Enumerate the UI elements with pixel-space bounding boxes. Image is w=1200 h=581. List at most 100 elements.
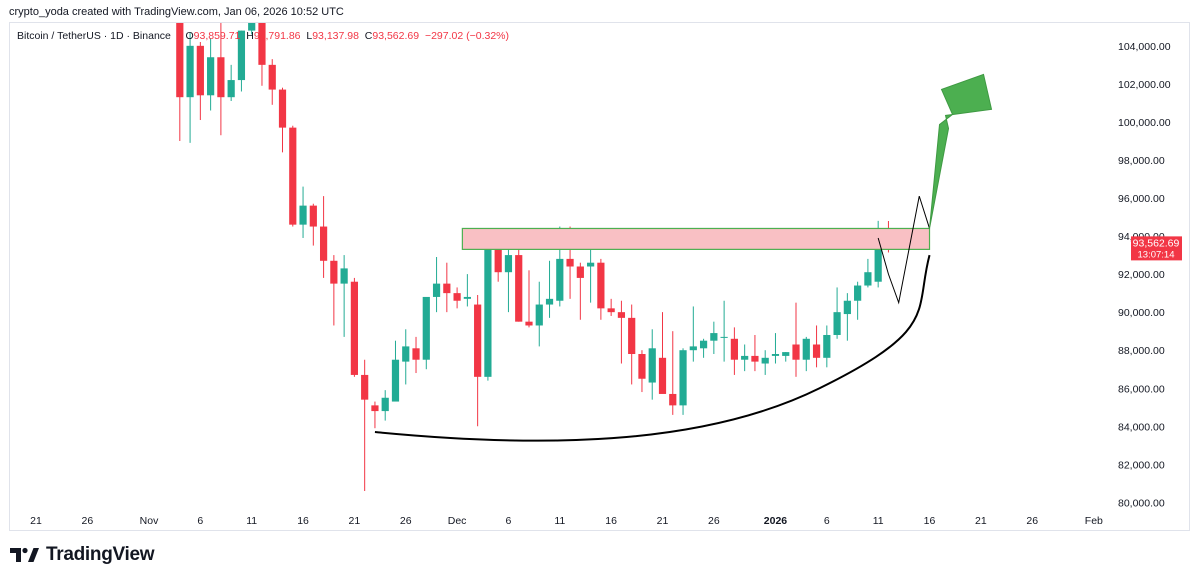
candle-body xyxy=(268,64,276,90)
candle-body xyxy=(854,285,862,301)
brand-name: TradingView xyxy=(46,544,155,565)
candle-body xyxy=(371,405,379,412)
x-tick-label: 26 xyxy=(82,515,94,527)
y-tick-label: 102,000.00 xyxy=(1118,79,1171,91)
x-tick-label: 21 xyxy=(975,515,987,527)
x-tick-label: 11 xyxy=(873,515,884,527)
legend-symbol: Bitcoin / TetherUS · 1D · Binance xyxy=(17,30,171,42)
candle-body xyxy=(699,340,708,349)
price-tag-countdown: 13:07:14 xyxy=(1138,249,1175,260)
x-tick-label: 21 xyxy=(30,515,42,527)
price-tag xyxy=(1131,236,1182,261)
candle-body xyxy=(679,350,687,406)
candle-body xyxy=(833,312,841,335)
candle-body xyxy=(648,348,656,383)
candle-body xyxy=(669,393,677,406)
y-tick-label: 96,000.00 xyxy=(1118,193,1165,205)
candle-body xyxy=(761,357,769,364)
candle-body xyxy=(802,338,810,360)
candle-body xyxy=(258,23,266,65)
candle-body xyxy=(196,45,204,96)
x-tick-label: Nov xyxy=(140,515,159,527)
x-tick-label: 26 xyxy=(708,515,720,527)
chart-credit: crypto_yoda created with TradingView.com… xyxy=(9,6,344,18)
candle-body xyxy=(412,348,420,360)
y-tick-label: 104,000.00 xyxy=(1118,41,1171,53)
candle-body xyxy=(638,354,646,379)
candle-body xyxy=(515,255,523,322)
legend-high: 94,791.86 xyxy=(253,30,301,42)
candle-body xyxy=(186,45,194,98)
legend-close-label: C xyxy=(364,30,373,42)
x-tick-label: 16 xyxy=(605,515,617,527)
candle-body xyxy=(843,300,851,315)
x-tick-label: Dec xyxy=(448,515,467,527)
candle-body xyxy=(248,23,256,31)
candle-body xyxy=(556,258,564,301)
candle-body xyxy=(402,346,410,362)
candle-body xyxy=(535,304,543,326)
legend-open-label: O xyxy=(185,30,194,42)
candle-body xyxy=(587,262,595,267)
x-tick-label: 26 xyxy=(1026,515,1038,527)
candle-body xyxy=(207,57,215,96)
x-tick-label: 6 xyxy=(197,515,203,527)
rounded-bottom-curve xyxy=(374,254,931,442)
candle-body xyxy=(597,262,605,309)
candle-body xyxy=(484,247,492,377)
candle-body xyxy=(812,344,821,358)
candle-body xyxy=(340,268,348,284)
candle-body xyxy=(792,344,800,360)
x-tick-label: Feb xyxy=(1085,515,1103,527)
candle-body xyxy=(782,352,790,356)
y-tick-label: 80,000.00 xyxy=(1118,497,1165,509)
candle-body xyxy=(864,272,872,286)
tradingview-brand[interactable]: TradingView xyxy=(10,544,155,566)
plot-area xyxy=(176,23,993,491)
y-tick-label: 90,000.00 xyxy=(1118,307,1165,319)
candle-body xyxy=(381,397,389,412)
y-tick-label: 98,000.00 xyxy=(1118,155,1165,167)
candle-body xyxy=(391,359,400,402)
candle-body xyxy=(361,374,369,400)
y-tick-label: 82,000.00 xyxy=(1118,459,1165,471)
candle-body xyxy=(278,89,287,128)
legend-close: 93,562.69 xyxy=(372,30,420,42)
candle-body xyxy=(474,304,482,377)
legend-high-label: H xyxy=(246,30,254,42)
candle-body xyxy=(545,298,554,305)
candle-body xyxy=(689,346,697,351)
candle-body xyxy=(217,57,225,98)
candle-body xyxy=(504,255,513,273)
chart-frame xyxy=(9,22,1190,531)
candle-body xyxy=(227,80,235,98)
candle-body xyxy=(658,357,667,394)
candle-body xyxy=(330,260,338,284)
candle-body xyxy=(741,355,749,360)
x-tick-label: 26 xyxy=(400,515,412,527)
legend-open: 93,859.71 xyxy=(193,30,241,42)
candle-body xyxy=(299,205,307,225)
x-tick-label: 11 xyxy=(246,515,257,527)
candle-body xyxy=(628,317,636,355)
symbol-legend: Bitcoin / TetherUS · 1D · Binance O93,85… xyxy=(17,30,509,42)
candle-body xyxy=(566,258,574,267)
legend-low-label: L xyxy=(306,30,313,42)
candle-body xyxy=(176,23,184,98)
candle-body xyxy=(710,333,718,341)
candle-body xyxy=(422,296,430,360)
candle-body xyxy=(607,308,615,313)
candle-body xyxy=(319,226,328,261)
x-tick-label: 2026 xyxy=(764,515,788,527)
candle-body xyxy=(617,312,626,318)
candle-body xyxy=(730,338,738,360)
projected-path xyxy=(877,195,930,305)
candle-body xyxy=(289,127,297,225)
resistance-zone xyxy=(461,227,931,250)
y-tick-label: 86,000.00 xyxy=(1118,383,1165,395)
x-tick-label: 11 xyxy=(554,515,565,527)
candle-body xyxy=(720,336,728,338)
x-tick-label: 6 xyxy=(506,515,512,527)
y-tick-label: 92,000.00 xyxy=(1118,269,1165,281)
